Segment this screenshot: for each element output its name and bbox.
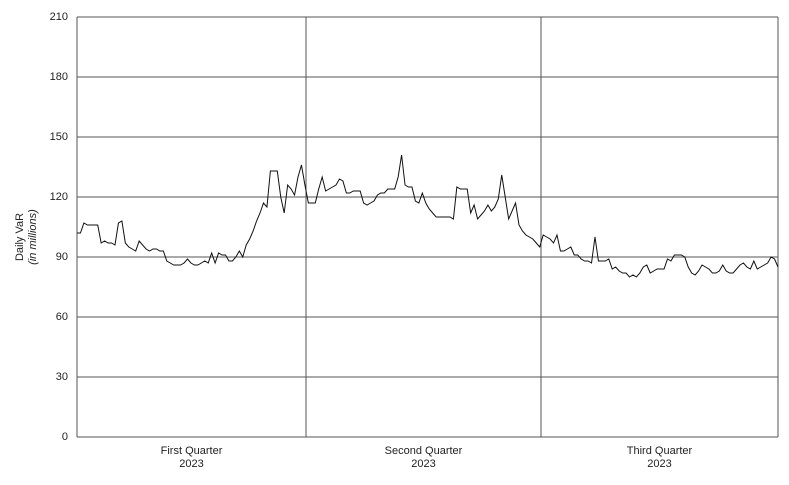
y-tick-label: 120	[50, 191, 68, 203]
y-tick-label: 180	[50, 71, 68, 83]
y-tick-label: 30	[56, 371, 68, 383]
x-tick-label: 2023	[411, 458, 435, 470]
y-tick-label: 210	[50, 11, 68, 23]
data-line	[77, 154, 779, 278]
x-tick-label: 2023	[179, 458, 203, 470]
x-tick-label: Second Quarter	[385, 445, 463, 457]
x-tick-label: First Quarter	[161, 445, 223, 457]
y-tick-label: 60	[56, 311, 68, 323]
y-axis-label: Daily VaR	[14, 213, 26, 261]
y-axis-unit: (in millions)	[27, 209, 39, 265]
y-tick-label: 150	[50, 131, 68, 143]
y-tick-label: 0	[62, 431, 68, 443]
x-tick-label: 2023	[647, 458, 671, 470]
y-tick-label: 90	[56, 251, 68, 263]
x-tick-label: Third Quarter	[627, 445, 693, 457]
